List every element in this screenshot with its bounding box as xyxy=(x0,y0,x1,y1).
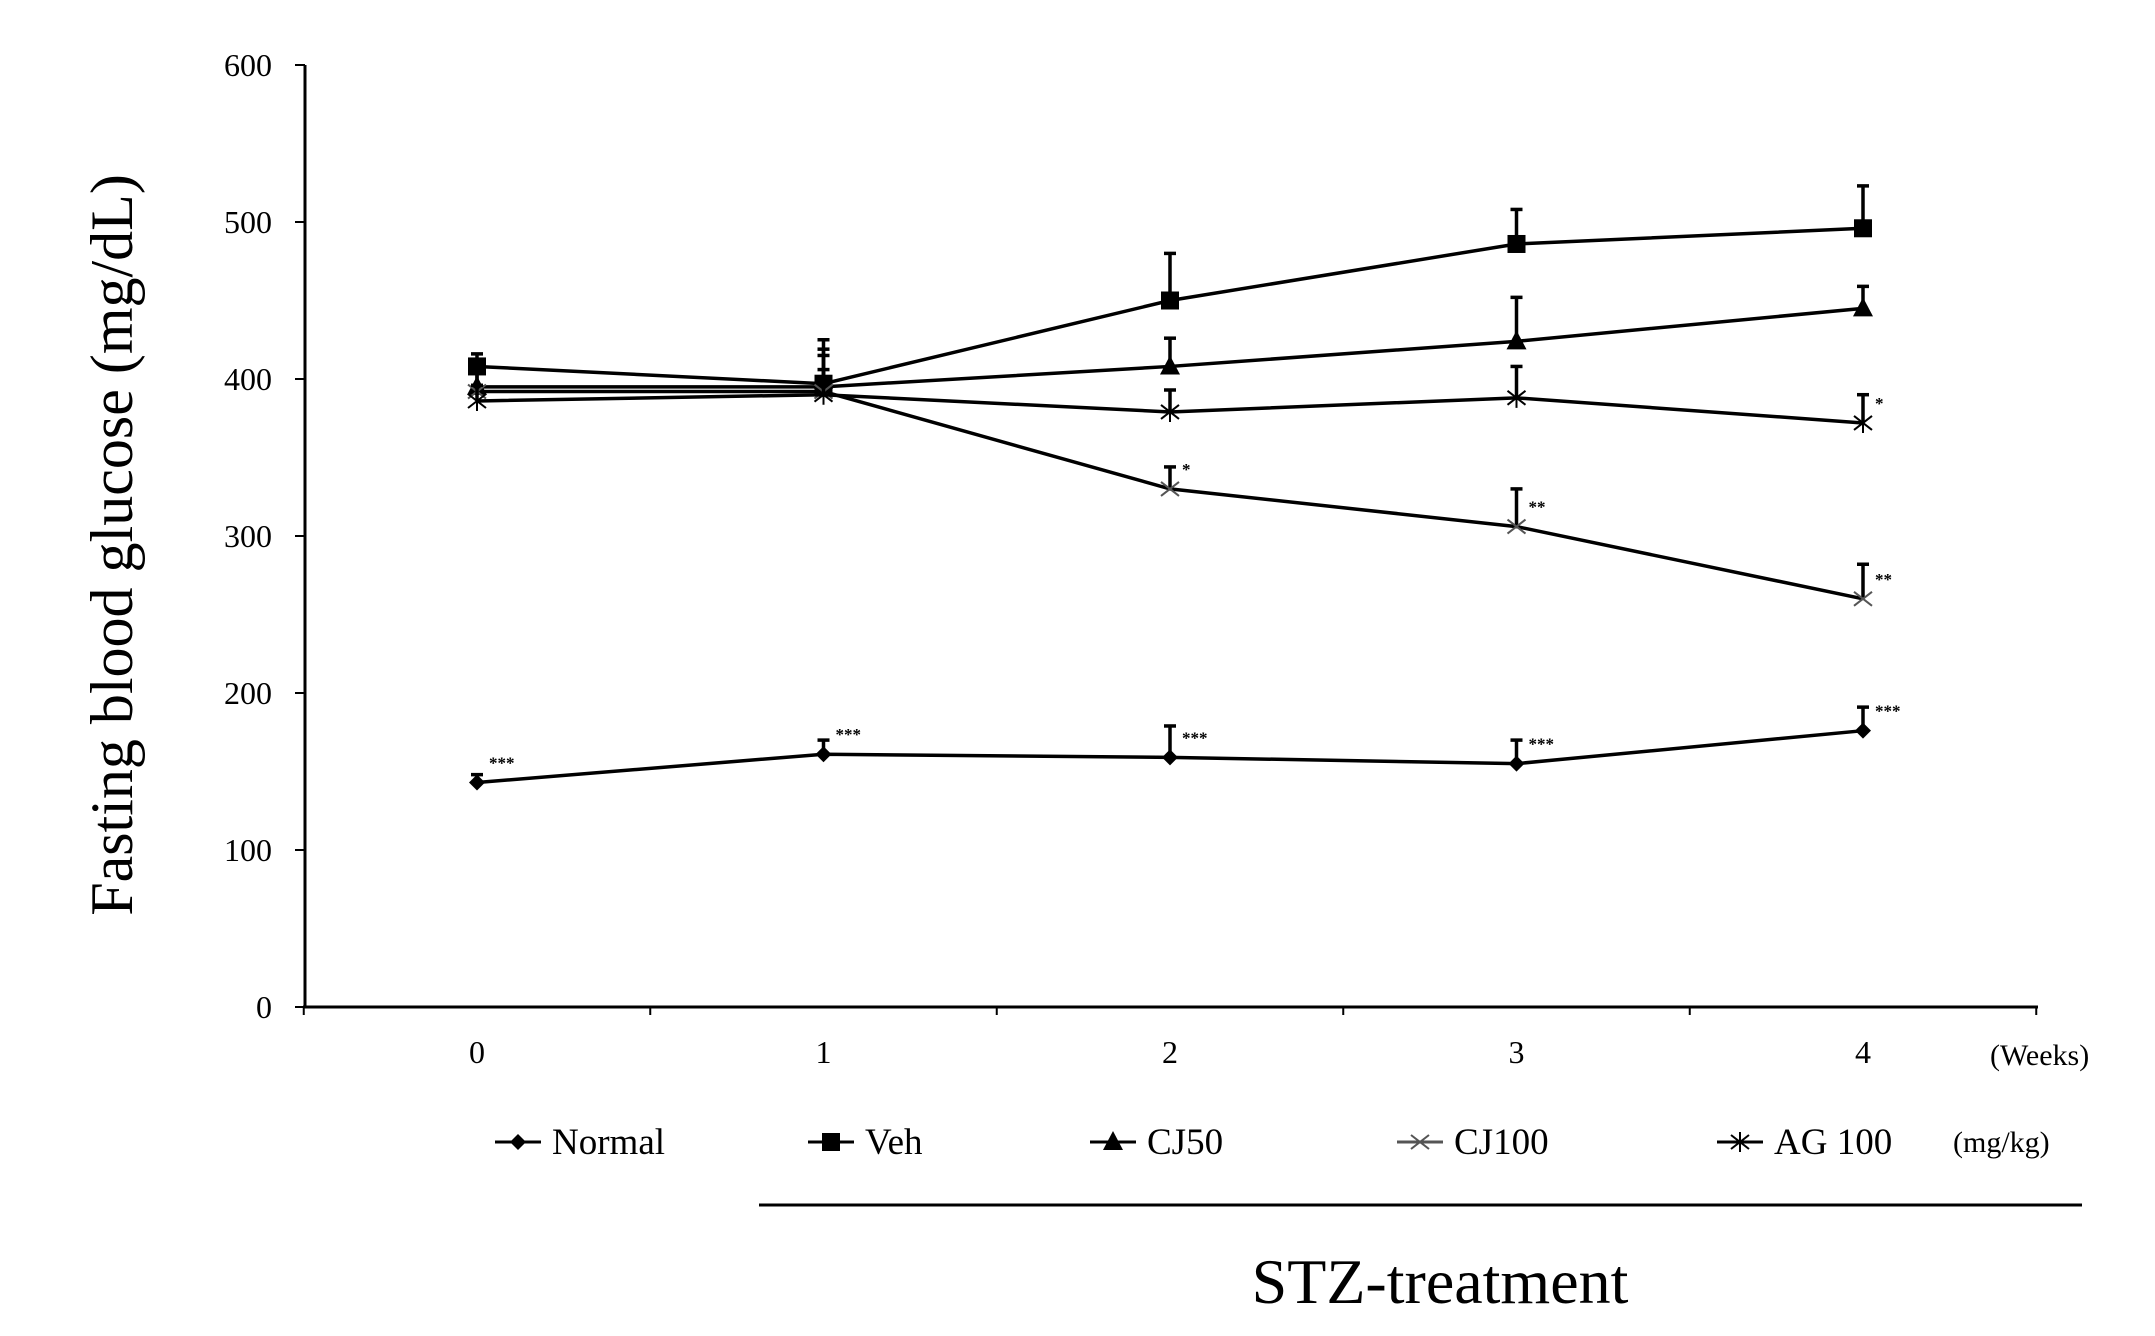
data-point-cj50 xyxy=(1853,297,1873,317)
y-axis-title: Fasting blood glucose (mg/dL) xyxy=(79,174,145,916)
legend-marker-ag100 xyxy=(1730,1132,1750,1152)
y-axis-tick-label: 0 xyxy=(256,989,272,1025)
data-point-veh xyxy=(1507,234,1526,253)
data-point-cj100 xyxy=(1506,518,1527,535)
legend-label-ag100: AG 100 xyxy=(1774,1122,1892,1163)
legend-marker-veh xyxy=(822,1133,840,1151)
legend-label-veh: Veh xyxy=(865,1122,923,1163)
significance-label-ag100: * xyxy=(1875,394,1884,413)
legend-label-cj50: CJ50 xyxy=(1147,1122,1223,1163)
data-point-cj100 xyxy=(1160,481,1180,497)
x-axis-tick-label: 1 xyxy=(816,1034,832,1070)
legend-unit-label: (mg/kg) xyxy=(1953,1126,2050,1159)
y-axis-tick-label: 400 xyxy=(224,361,272,397)
significance-label-normal: *** xyxy=(1182,728,1208,747)
data-point-cj50 xyxy=(1160,355,1180,375)
data-point-cj100 xyxy=(1853,591,1873,607)
x-axis-unit-label: (Weeks) xyxy=(1990,1039,2089,1072)
data-point-normal xyxy=(469,774,485,791)
x-axis-tick-label: 2 xyxy=(1162,1034,1178,1070)
data-point-normal xyxy=(815,746,832,763)
significance-label-normal: *** xyxy=(836,725,862,744)
data-point-ag100 xyxy=(1853,412,1873,433)
significance-label-normal: *** xyxy=(1529,735,1555,754)
stz-treatment-label: STZ-treatment xyxy=(1252,1246,1629,1317)
y-axis-tick-label: 500 xyxy=(224,204,272,240)
legend-label-cj100: CJ100 xyxy=(1454,1122,1549,1163)
significance-label-cj100: ** xyxy=(1529,498,1546,517)
legend-marker-cj100 xyxy=(1410,1134,1430,1150)
data-point-normal xyxy=(1855,722,1871,739)
y-axis-tick-label: 600 xyxy=(224,47,272,83)
x-axis-tick-label: 3 xyxy=(1509,1034,1525,1070)
y-axis-tick-label: 100 xyxy=(224,832,272,868)
data-point-veh xyxy=(1854,219,1872,238)
data-point-ag100 xyxy=(467,390,487,411)
data-point-ag100 xyxy=(1160,401,1180,422)
y-axis-tick-label: 300 xyxy=(224,518,272,554)
x-axis-tick-label: 4 xyxy=(1855,1034,1871,1070)
series-line-cj100 xyxy=(477,389,1864,601)
significance-label-cj100: ** xyxy=(1875,570,1892,589)
significance-label-cj100: * xyxy=(1182,460,1191,479)
y-axis-tick-label: 200 xyxy=(224,675,272,711)
legend-marker-normal xyxy=(510,1134,526,1150)
significance-label-normal: *** xyxy=(1875,702,1901,721)
data-point-normal xyxy=(1508,755,1525,772)
data-point-cj50 xyxy=(1506,330,1527,350)
significance-label-normal: *** xyxy=(489,753,515,772)
legend-marker-cj50 xyxy=(1103,1131,1123,1150)
data-point-normal xyxy=(1162,749,1178,766)
data-point-veh xyxy=(1161,291,1179,310)
data-point-ag100 xyxy=(813,384,834,405)
legend-label-normal: Normal xyxy=(552,1122,665,1163)
data-point-ag100 xyxy=(1506,387,1527,408)
x-axis-tick-label: 0 xyxy=(469,1034,485,1070)
